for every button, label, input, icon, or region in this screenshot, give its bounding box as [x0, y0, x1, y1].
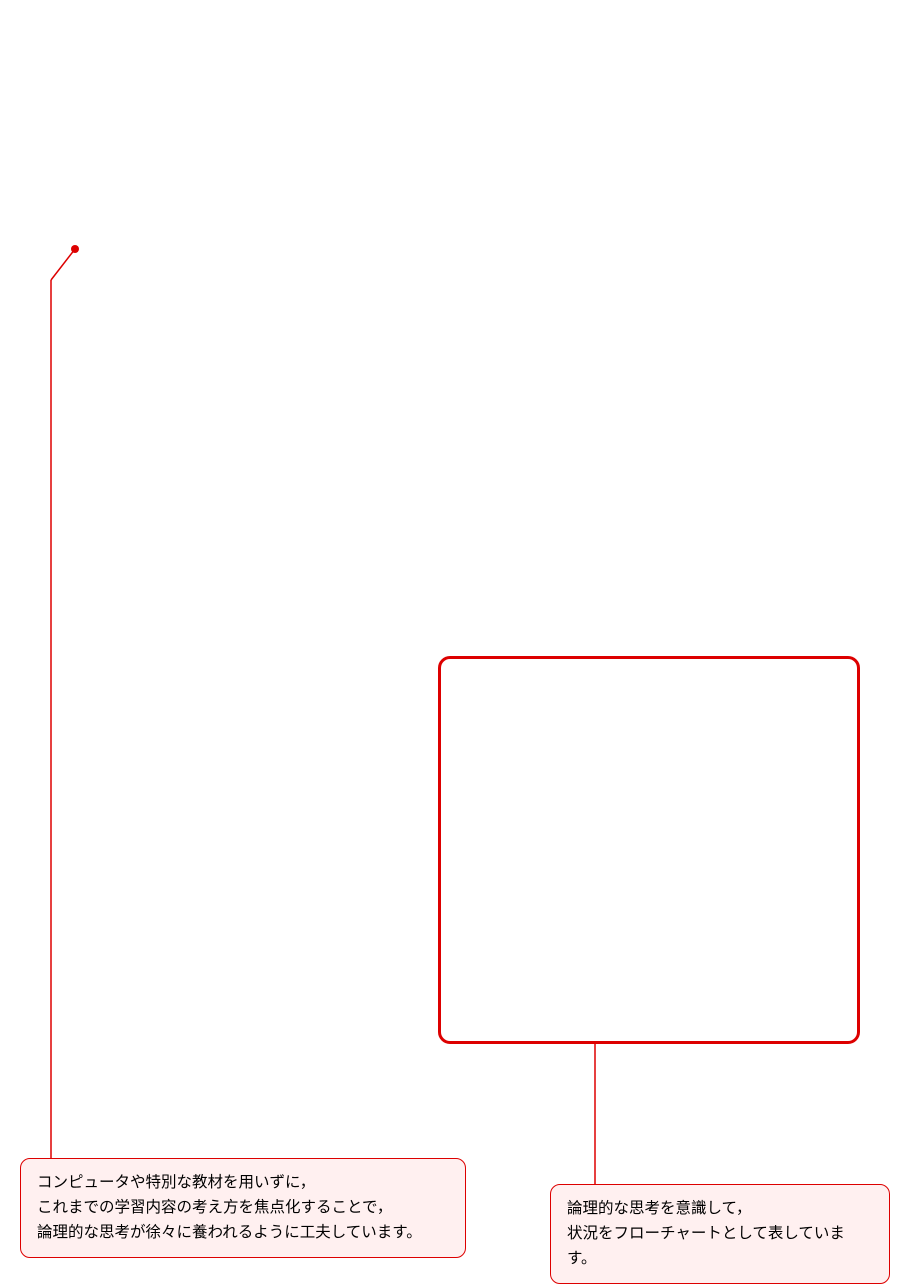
callout-left-line-1: コンピュータや特別な教材を用いずに，: [37, 1171, 449, 1196]
leader-left-dot: [71, 245, 79, 253]
callout-right-line-2: 状況をフローチャートとして表しています。: [567, 1222, 873, 1272]
callout-left-line-2: これまでの学習内容の考え方を焦点化することで，: [37, 1196, 449, 1221]
callout-left-line-3: 論理的な思考が徐々に養われるように工夫しています。: [37, 1221, 449, 1246]
leader-left-diag: [51, 249, 75, 280]
leader-left: [0, 0, 909, 1267]
page-container: コンピュータや特別な教材を用いずに， これまでの学習内容の考え方を焦点化すること…: [0, 0, 909, 1267]
callout-right-line-1: 論理的な思考を意識して，: [567, 1197, 873, 1222]
callout-right: 論理的な思考を意識して， 状況をフローチャートとして表しています。: [550, 1184, 890, 1284]
highlight-box: [438, 656, 860, 1044]
callout-left: コンピュータや特別な教材を用いずに， これまでの学習内容の考え方を焦点化すること…: [20, 1158, 466, 1258]
leader-right: [0, 0, 909, 1267]
